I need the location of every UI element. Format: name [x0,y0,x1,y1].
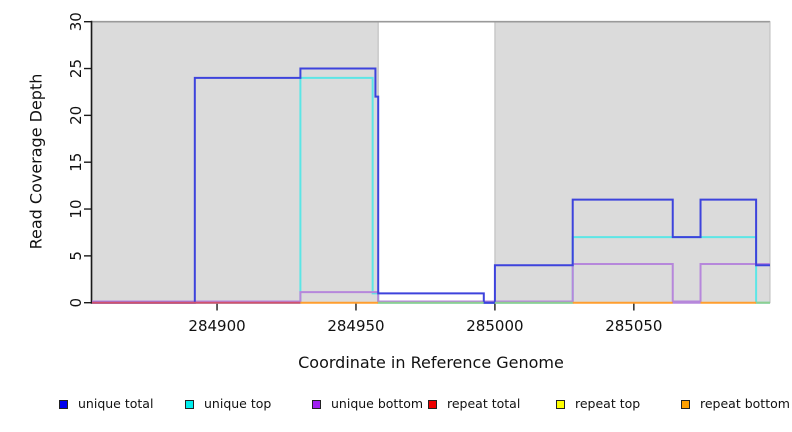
y-tick-label: 30 [67,12,85,31]
legend-swatch-unique-top-icon [185,399,194,409]
x-tick-label: 285050 [605,317,662,335]
legend-item-repeat-bottom: repeat bottom [681,396,790,412]
legend-item-unique-total: unique total [59,396,153,412]
legend-item-label: unique total [78,396,154,411]
legend-item-repeat-top: repeat top [556,396,640,412]
masked-region [91,21,379,304]
legend-item-repeat-total: repeat total [428,396,520,412]
y-axis-title: Read Coverage Depth [26,73,46,250]
legend-item-label: unique top [204,396,272,411]
y-tick-label: 15 [67,153,85,172]
x-tick-label: 285000 [466,317,523,335]
legend-swatch-repeat-bottom-icon [681,399,690,409]
y-tick-label: 5 [67,251,85,261]
legend-item-label: repeat total [447,396,521,411]
legend-swatch-unique-total-icon [59,399,68,409]
legend-item-label: unique bottom [331,396,424,411]
legend-swatch-repeat-total-icon [428,399,437,409]
legend-swatch-unique-bottom-icon [312,399,321,409]
y-tick-label: 25 [67,59,85,78]
masked-region [494,21,771,304]
y-tick-label: 10 [67,199,85,218]
legend-item-label: repeat top [575,396,641,411]
y-tick-label: 20 [67,106,85,125]
legend-item-unique-top: unique top [185,396,271,412]
x-tick-label: 284900 [188,317,245,335]
x-tick-label: 284950 [327,317,384,335]
x-axis-title: Coordinate in Reference Genome [298,353,564,372]
legend: unique total unique top unique bottom re… [0,396,792,416]
legend-item-unique-bottom: unique bottom [312,396,423,412]
legend-item-label: repeat bottom [700,396,790,411]
series-unique-bottom-line [92,263,770,303]
y-tick-label: 0 [67,298,85,308]
legend-swatch-repeat-top-icon [556,399,565,409]
